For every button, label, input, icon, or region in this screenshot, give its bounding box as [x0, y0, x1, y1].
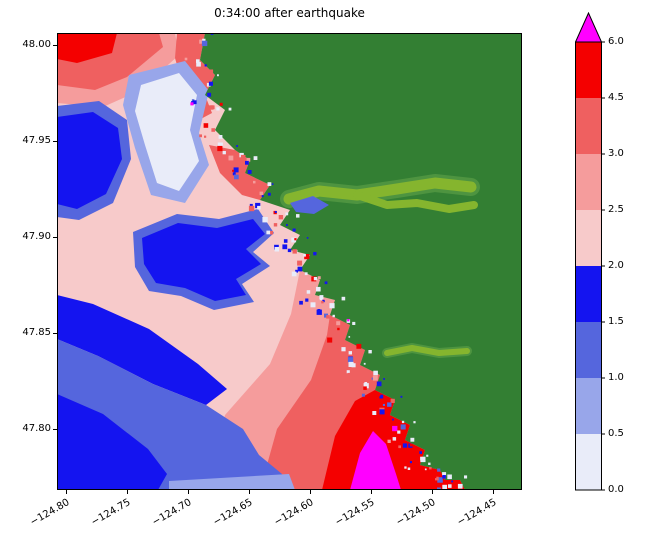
colorbar-band-band_30_45	[575, 98, 602, 155]
x-tick-label: −124.45	[455, 497, 499, 529]
x-tick-label: −124.50	[394, 497, 438, 529]
region-deepblue-blob-center	[142, 219, 265, 301]
x-tick-label: −124.75	[88, 497, 133, 529]
colorbar-tick-label: 0.5	[608, 428, 624, 439]
y-tick-mark	[53, 236, 57, 238]
y-tick-label: 47.85	[22, 326, 51, 338]
y-tick-label: 47.80	[22, 422, 51, 434]
x-tick-label: −124.60	[272, 497, 316, 529]
colorbar-band-band_10_15	[575, 322, 602, 379]
colorbar-tick-label: 2.5	[608, 204, 624, 215]
x-tick-mark	[248, 490, 250, 494]
colorbar-band-band_0_05	[575, 434, 602, 491]
x-tick-label: −124.70	[150, 497, 194, 529]
x-tick-mark	[431, 490, 433, 494]
x-tick-mark	[492, 490, 494, 494]
x-tick-label: −124.80	[27, 497, 72, 529]
land-mass	[200, 33, 522, 490]
coastal-speckle	[184, 32, 472, 498]
region-deepred-topleft	[57, 33, 117, 63]
region-white-patch-upperleft	[135, 73, 199, 191]
region-red-coast-mid	[209, 145, 270, 200]
y-tick-label: 48.00	[22, 38, 51, 50]
plot-title: 0:34:00 after earthquake	[214, 6, 365, 20]
colorbar-band-band_05_10	[575, 378, 602, 435]
colorbar-tick-label: 6.0	[608, 36, 624, 47]
map-plot-area	[57, 32, 522, 498]
colorbar-tick-label: 4.5	[608, 92, 624, 103]
colorbar-tick-label: 1.5	[608, 316, 624, 327]
feature-river-valley-branch	[353, 191, 478, 213]
y-tick-label: 47.95	[22, 134, 51, 146]
x-tick-mark	[309, 490, 311, 494]
y-tick-mark	[53, 44, 57, 46]
y-tick-label: 47.90	[22, 230, 51, 242]
y-tick-mark	[53, 140, 57, 142]
contour-map	[57, 32, 522, 498]
colorbar-band-band_15_20	[575, 266, 602, 323]
region-magenta-southeast	[350, 431, 401, 490]
feature-river-valley	[283, 177, 477, 205]
x-tick-mark	[65, 490, 67, 494]
colorbar-over-triangle	[574, 11, 603, 43]
feature-inlet-water	[290, 196, 329, 214]
x-tick-mark	[126, 490, 128, 494]
x-tick-mark	[187, 490, 189, 494]
colorbar-scale	[574, 11, 605, 491]
colorbar-tick-label: 1.0	[608, 372, 624, 383]
region-deepblue-corner-lowerleft	[57, 394, 167, 490]
y-tick-mark	[53, 332, 57, 334]
colorbar-band-band_45_60	[575, 42, 602, 99]
colorbar	[574, 11, 605, 495]
colorbar-tick-label: 3.0	[608, 148, 624, 159]
feature-south-valley	[384, 345, 470, 356]
colorbar-tick-label: 2.0	[608, 260, 624, 271]
colorbar-band-band_25_30	[575, 154, 602, 211]
colorbar-tick-label: 0.0	[608, 484, 624, 495]
region-deepblue-band-lowerleft	[57, 295, 227, 405]
x-tick-label: −124.55	[333, 497, 377, 529]
region-deepblue-blob-left	[57, 112, 122, 209]
colorbar-band-band_20_25	[575, 210, 602, 267]
region-lightblue-strip-bottom	[169, 474, 295, 490]
y-tick-mark	[53, 428, 57, 430]
x-tick-label: −124.65	[211, 497, 255, 529]
plot-border	[57, 33, 522, 490]
x-tick-mark	[370, 490, 372, 494]
